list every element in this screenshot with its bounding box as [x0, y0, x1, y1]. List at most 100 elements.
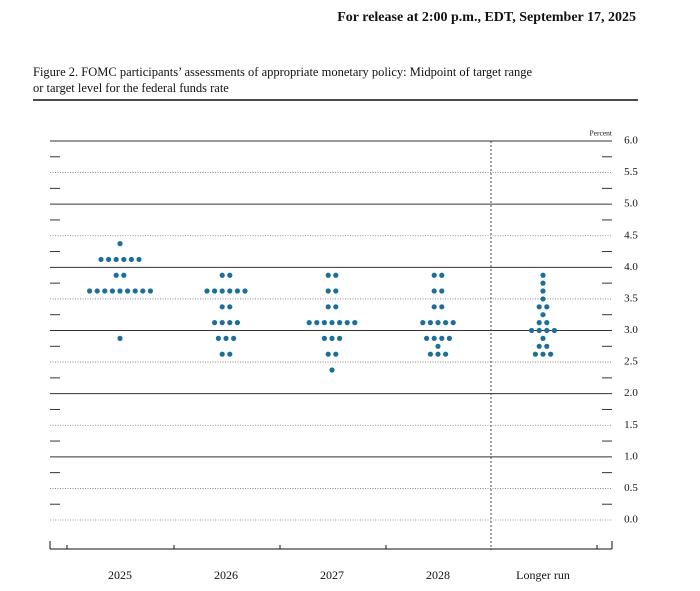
- x-tick-label: 2028: [426, 568, 450, 582]
- dot: [219, 351, 225, 357]
- dot: [431, 288, 437, 294]
- dot: [321, 335, 327, 341]
- dot: [223, 335, 229, 341]
- dot: [314, 320, 320, 326]
- dot: [212, 320, 218, 326]
- dot: [532, 351, 539, 357]
- dot: [219, 304, 225, 310]
- dot: [424, 335, 430, 341]
- dot: [544, 343, 550, 349]
- y-tick-label: 1.0: [624, 450, 638, 462]
- dot: [117, 288, 123, 294]
- y-tick-label: 3.5: [624, 292, 638, 304]
- dot: [128, 256, 134, 263]
- y-tick-label: 1.5: [624, 419, 638, 431]
- dot: [427, 351, 433, 357]
- dot: [329, 320, 335, 326]
- dot: [337, 335, 343, 341]
- dot: [540, 280, 546, 286]
- dot: [212, 288, 218, 294]
- dot: [102, 288, 108, 294]
- dot: [227, 272, 233, 278]
- dot: [98, 256, 104, 263]
- dot: [544, 320, 550, 326]
- dot: [540, 296, 546, 302]
- dot: [540, 272, 546, 278]
- dot: [242, 288, 248, 294]
- dot: [450, 320, 456, 326]
- dot: [125, 288, 131, 294]
- dot: [333, 304, 339, 310]
- dot: [435, 343, 441, 349]
- dot: [219, 272, 225, 278]
- y-tick-label: 3.0: [624, 324, 638, 336]
- dot: [536, 327, 542, 334]
- dot: [204, 288, 210, 294]
- figure-title: or target level for the federal funds ra…: [33, 81, 229, 95]
- dot: [106, 256, 112, 263]
- dot: [329, 367, 335, 373]
- dot: [551, 327, 558, 334]
- dot: [540, 351, 546, 357]
- dot: [325, 272, 331, 278]
- x-tick-label: 2026: [214, 568, 238, 582]
- dot: [540, 288, 546, 294]
- dot: [333, 272, 339, 278]
- dot: [439, 272, 445, 278]
- dot: [548, 351, 554, 357]
- dot: [306, 320, 312, 326]
- dot: [540, 312, 546, 318]
- dot: [435, 351, 441, 357]
- dot: [337, 320, 343, 326]
- dot: [431, 335, 437, 341]
- dot: [113, 256, 119, 263]
- dot: [431, 304, 437, 310]
- x-tick-label: 2025: [108, 568, 132, 582]
- dot: [352, 320, 358, 326]
- dot: [544, 304, 550, 310]
- dot: [234, 320, 240, 326]
- dot: [540, 335, 546, 341]
- dot: [227, 304, 233, 310]
- dot: [117, 241, 123, 247]
- dot: [227, 351, 233, 357]
- release-header: For release at 2:00 p.m., EDT, September…: [337, 10, 636, 25]
- y-tick-label: 6.0: [624, 135, 638, 147]
- dot: [536, 304, 542, 310]
- dot: [446, 335, 452, 341]
- dot: [121, 272, 127, 278]
- dot: [215, 335, 221, 341]
- dot: [435, 320, 441, 326]
- dot: [219, 320, 225, 326]
- dot: [536, 320, 542, 326]
- dot: [439, 335, 445, 341]
- dot: [121, 256, 127, 263]
- dot: [325, 288, 331, 294]
- y-tick-label: 2.0: [624, 387, 638, 399]
- dot: [439, 304, 445, 310]
- dot: [431, 272, 437, 278]
- dot: [227, 320, 233, 326]
- y-tick-label: 5.0: [624, 198, 638, 210]
- figure-title: Figure 2. FOMC participants’ assessments…: [33, 65, 533, 79]
- dot: [117, 335, 123, 341]
- dot: [439, 288, 445, 294]
- dot: [333, 288, 339, 294]
- dot: [325, 351, 331, 357]
- dot: [234, 288, 240, 294]
- dot: [136, 256, 142, 263]
- y-tick-label: 0.0: [624, 514, 638, 526]
- x-tick-label: Longer run: [516, 568, 570, 582]
- dot: [321, 320, 327, 326]
- y-tick-label: 4.5: [624, 229, 638, 241]
- dot: [219, 288, 225, 294]
- dot: [231, 335, 237, 341]
- dot: [329, 335, 335, 341]
- dot: [227, 288, 233, 294]
- dot: [333, 351, 339, 357]
- dot: [140, 288, 146, 294]
- dot: [420, 320, 426, 326]
- dot: [536, 343, 542, 349]
- y-tick-label: 5.5: [624, 166, 638, 178]
